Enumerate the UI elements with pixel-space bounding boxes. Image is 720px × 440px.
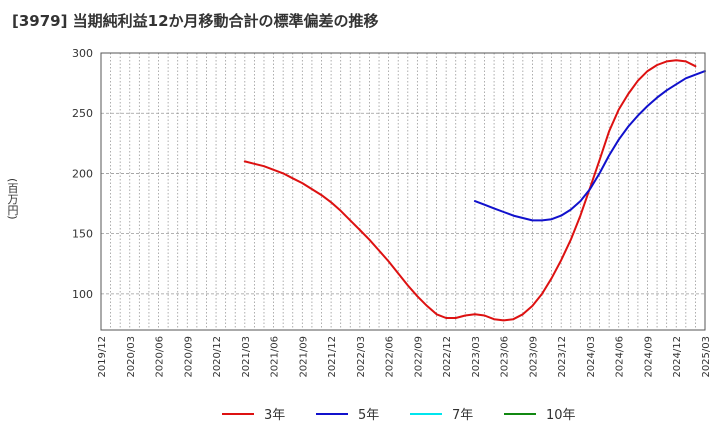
series-layer xyxy=(243,59,706,322)
x-tick-label: 2024/12 xyxy=(672,336,683,378)
y-tick-label: 300 xyxy=(72,47,93,60)
x-tick-label: 2025/03 xyxy=(701,336,712,378)
x-tick-label: 2024/06 xyxy=(615,336,626,378)
x-tick-label: 2021/06 xyxy=(270,336,281,378)
x-tick-label: 2024/09 xyxy=(643,336,654,378)
y-tick-label: 150 xyxy=(72,228,93,241)
x-tick-label: 2023/12 xyxy=(557,336,568,378)
x-tick-label: 2023/09 xyxy=(528,336,539,378)
x-tick-label: 2019/12 xyxy=(97,336,108,378)
x-tick-label: 2023/06 xyxy=(500,336,511,378)
plot-border xyxy=(100,52,706,331)
x-tick-label: 2022/12 xyxy=(442,336,453,378)
y-axis-unit-label: (百万円) xyxy=(6,178,19,220)
x-tick-label: 2024/03 xyxy=(586,336,597,378)
legend: 3年 5年 7年 10年 xyxy=(222,408,576,423)
grid-layer xyxy=(100,52,706,330)
chart-title: [3979] 当期純利益12か月移動合計の標準偏差の推移 xyxy=(12,12,379,30)
legend-label-0: 3年 xyxy=(264,408,285,423)
x-tick-label: 2022/06 xyxy=(385,336,396,378)
y-tick-label: 100 xyxy=(72,288,93,301)
y-tick-label: 250 xyxy=(72,107,93,120)
legend-label-1: 5年 xyxy=(358,408,379,423)
legend-label-2: 7年 xyxy=(452,408,473,423)
axis-layer: 100 150 200 250 300 2019/12 2020/03 2020/06 2020… xyxy=(72,47,712,378)
x-tick-label: 2021/12 xyxy=(327,336,338,378)
x-tick-label: 2020/03 xyxy=(126,336,137,378)
x-tick-label: 2021/03 xyxy=(241,336,252,378)
series-line-0 xyxy=(243,59,697,322)
x-tick-label: 2021/09 xyxy=(298,336,309,378)
y-tick-label: 200 xyxy=(72,167,93,180)
x-tick-label: 2022/09 xyxy=(413,336,424,378)
x-tick-label: 2023/03 xyxy=(471,336,482,378)
plot-area xyxy=(101,53,705,330)
x-tick-label: 2020/12 xyxy=(212,336,223,378)
legend-label-3: 10年 xyxy=(546,408,576,423)
series-line-1 xyxy=(473,70,706,222)
x-tick-label: 2020/06 xyxy=(155,336,166,378)
x-tick-label: 2020/09 xyxy=(183,336,194,378)
x-tick-label: 2022/03 xyxy=(356,336,367,378)
